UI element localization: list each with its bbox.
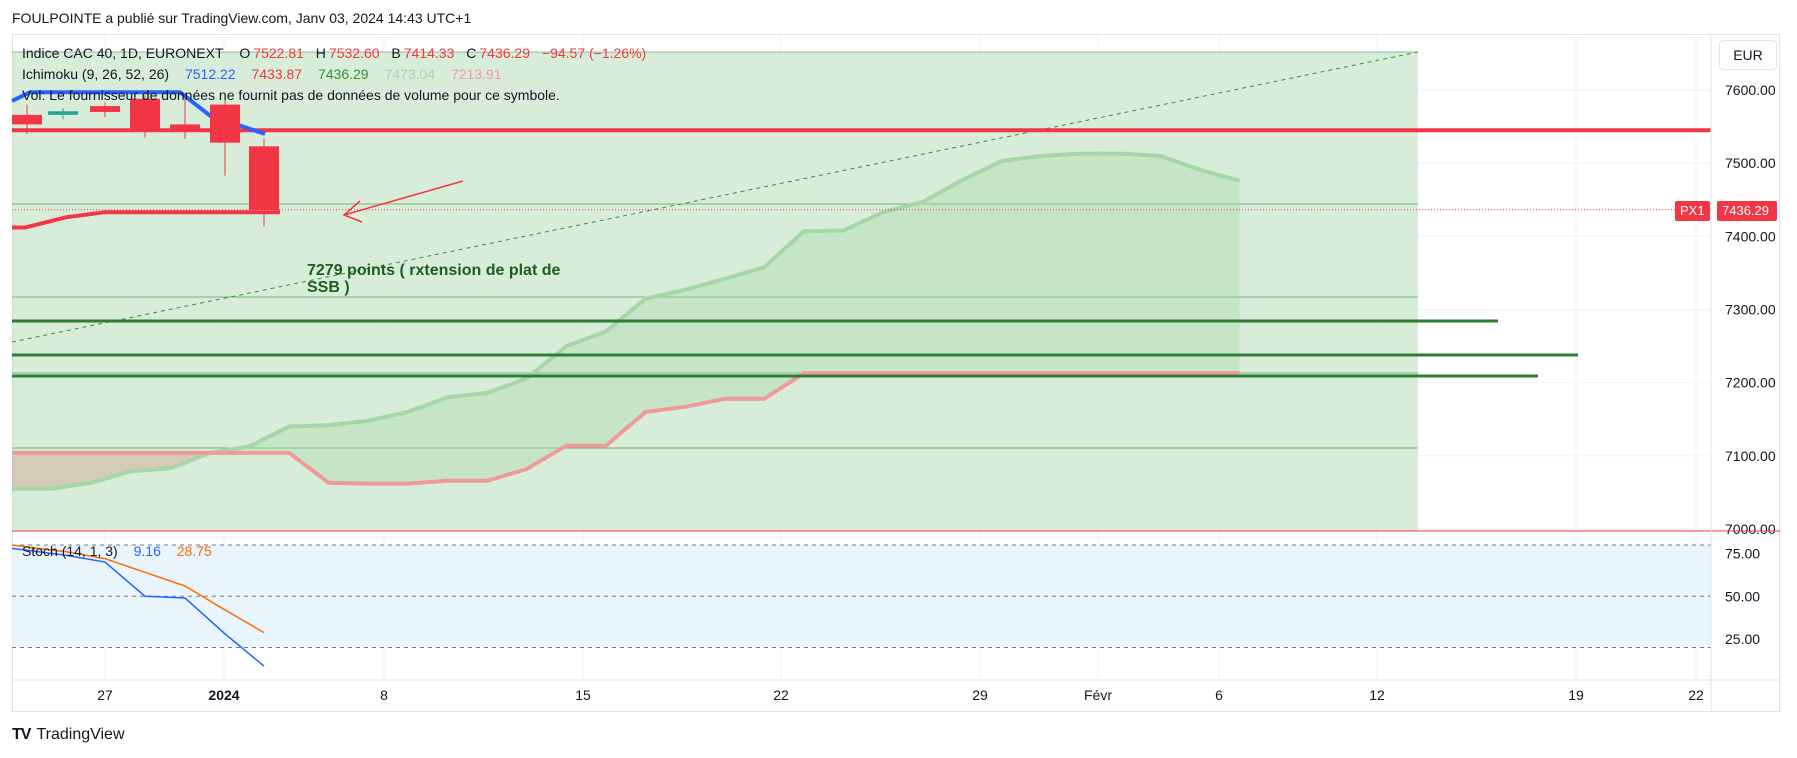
low-label: B xyxy=(391,45,401,61)
stoch-k-value: 9.16 xyxy=(133,543,161,559)
stoch-axis-label: 50.00 xyxy=(1725,588,1760,604)
stoch-d-value: 28.75 xyxy=(176,543,212,559)
time-axis-label: Févr xyxy=(1084,687,1112,703)
ichimoku-span-b-value: 7213.91 xyxy=(450,66,502,82)
open-value: 7522.81 xyxy=(253,45,304,61)
candle-body[interactable] xyxy=(170,124,200,129)
price-axis-label: 7400.00 xyxy=(1725,228,1776,244)
time-axis-label: 8 xyxy=(380,687,388,703)
low-value: 7414.33 xyxy=(403,45,455,61)
price-axis-label: 7000.00 xyxy=(1725,521,1776,537)
footer-brand-text: TradingView xyxy=(36,726,125,743)
arrow-drawing[interactable] xyxy=(343,180,464,216)
legend-symbol[interactable]: Indice CAC 40, 1D, EURONEXT O 7522.81 H 75… xyxy=(22,45,649,61)
px1-price-tag: 7436.29 xyxy=(1717,201,1777,221)
candle-body[interactable] xyxy=(48,111,78,115)
ichimoku-kijun-line xyxy=(12,210,280,230)
high-label: H xyxy=(315,45,326,61)
time-axis-label: 6 xyxy=(1215,687,1223,703)
ichimoku-span-a-value: 7473.04 xyxy=(384,66,436,82)
candle-body[interactable] xyxy=(130,98,160,132)
stoch-name: Stoch (14, 1, 3) xyxy=(22,543,118,559)
arrow-head xyxy=(342,200,363,223)
symbol-name: Indice CAC 40, 1D, EURONEXT xyxy=(22,45,224,61)
currency-button[interactable]: EUR xyxy=(1719,40,1777,70)
ichimoku-cloud-bearish xyxy=(12,452,210,489)
time-axis-label: 15 xyxy=(575,687,591,703)
close-value: 7436.29 xyxy=(479,45,530,61)
high-value: 7532.60 xyxy=(328,45,380,61)
candle-body[interactable] xyxy=(90,106,120,112)
stoch-d-line xyxy=(11,544,265,634)
tradingview-logo-icon: TV xyxy=(12,726,31,743)
stoch-axis-label: 25.00 xyxy=(1725,631,1760,647)
time-axis-label: 29 xyxy=(972,687,988,703)
time-axis-label: 19 xyxy=(1568,687,1584,703)
footer-brand[interactable]: TV TradingView xyxy=(12,726,125,744)
px1-label-tag: PX1 xyxy=(1675,201,1710,221)
price-axis-label: 7600.00 xyxy=(1725,82,1776,98)
time-axis-label: 22 xyxy=(773,687,789,703)
time-axis-label: 22 xyxy=(1688,687,1704,703)
time-axis-label: 2024 xyxy=(208,687,239,703)
ichimoku-chikou-value: 7436.29 xyxy=(317,66,369,82)
legend-volume-note: Vol: Le fournisseur de données ne fourni… xyxy=(22,87,560,103)
change-value: −94.57 (−1.26%) xyxy=(541,45,647,61)
ichimoku-tenkan-value: 7512.22 xyxy=(184,66,236,82)
stoch-k-line xyxy=(11,547,265,667)
candle-body[interactable] xyxy=(12,114,42,125)
close-label: C xyxy=(466,45,477,61)
legend-ichimoku[interactable]: Ichimoku (9, 26, 52, 26) 7512.22 7433.87… xyxy=(22,66,505,82)
stoch-axis-label: 75.00 xyxy=(1725,546,1760,562)
time-axis-label: 12 xyxy=(1369,687,1385,703)
time-axis-label: 27 xyxy=(97,687,113,703)
price-axis-label: 7100.00 xyxy=(1725,448,1776,464)
candle-body[interactable] xyxy=(249,146,279,210)
publisher-line: FOULPOINTE a publié sur TradingView.com,… xyxy=(12,10,472,26)
annotation-text[interactable]: 7279 points ( rxtension de plat de SSB ) xyxy=(307,262,561,296)
price-axis-label: 7300.00 xyxy=(1725,302,1776,318)
ichimoku-name: Ichimoku (9, 26, 52, 26) xyxy=(22,66,170,82)
ichimoku-kijun-value: 7433.87 xyxy=(251,66,303,82)
price-axis-label: 7500.00 xyxy=(1725,155,1776,171)
legend-stoch[interactable]: Stoch (14, 1, 3) 9.16 28.75 xyxy=(22,543,215,559)
candle-body[interactable] xyxy=(210,104,240,143)
price-axis-label: 7200.00 xyxy=(1725,375,1776,391)
ichimoku-senkou-b-line xyxy=(12,371,1240,486)
open-label: O xyxy=(239,45,251,61)
